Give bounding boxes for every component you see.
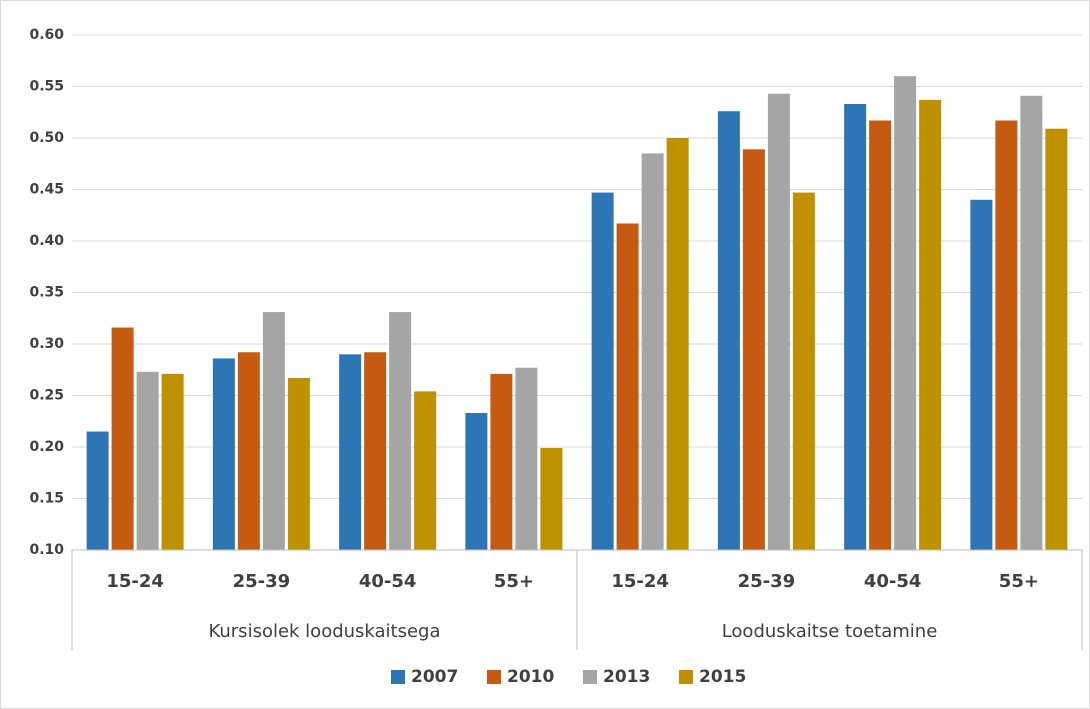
- bar: [1045, 128, 1068, 551]
- bar: [1020, 95, 1043, 551]
- y-tick-label: 0.50: [29, 130, 64, 146]
- y-tick-label: 0.30: [29, 336, 64, 352]
- y-tick-label: 0.20: [29, 439, 64, 455]
- x-tick-label: 25-39: [738, 571, 796, 592]
- y-tick-label: 0.10: [29, 542, 64, 558]
- x-tick-label: 55+: [494, 571, 534, 592]
- bar: [844, 104, 867, 550]
- bar: [212, 358, 235, 550]
- bar: [767, 93, 790, 551]
- x-tick-label: 25-39: [233, 571, 291, 592]
- x-tick-label: 40-54: [864, 571, 922, 592]
- bar: [641, 153, 664, 550]
- legend-swatch: [391, 670, 405, 684]
- bar: [666, 138, 689, 550]
- x-tick-label: 55+: [999, 571, 1039, 592]
- bar: [869, 120, 892, 551]
- bar: [389, 312, 412, 550]
- legend-swatch: [583, 670, 597, 684]
- bar: [792, 192, 815, 550]
- legend-label: 2007: [411, 667, 458, 687]
- bar: [919, 99, 942, 550]
- bar: [262, 312, 285, 550]
- y-tick-label: 0.45: [29, 182, 64, 198]
- y-tick-label: 0.40: [29, 233, 64, 249]
- bar: [111, 327, 134, 550]
- bar: [490, 373, 513, 550]
- bar: [287, 377, 310, 550]
- bar: [894, 76, 917, 550]
- x-tick-label: 40-54: [359, 571, 417, 592]
- legend-label: 2013: [603, 667, 650, 687]
- bar: [970, 199, 993, 551]
- bar: [414, 391, 437, 550]
- bar: [515, 367, 538, 550]
- bar: [717, 111, 740, 550]
- bar: [364, 352, 387, 550]
- bar: [237, 352, 260, 550]
- y-tick-label: 0.55: [29, 79, 64, 95]
- bar: [339, 354, 362, 550]
- legend-swatch: [679, 670, 693, 684]
- bar: [591, 192, 614, 550]
- group-label: Kursisolek looduskaitsega: [208, 621, 440, 642]
- bar: [995, 120, 1018, 551]
- bar: [86, 431, 109, 550]
- bar: [136, 371, 159, 550]
- y-tick-label: 0.25: [29, 388, 64, 404]
- y-tick-label: 0.15: [29, 491, 64, 507]
- x-tick-label: 15-24: [106, 571, 164, 592]
- bar: [161, 373, 184, 550]
- legend-label: 2015: [699, 667, 746, 687]
- bar: [465, 413, 488, 550]
- y-tick-label: 0.60: [29, 27, 64, 43]
- bar: [616, 223, 639, 551]
- y-tick-label: 0.35: [29, 285, 64, 301]
- legend-label: 2010: [507, 667, 554, 687]
- bar: [742, 149, 765, 550]
- bar: [540, 448, 563, 550]
- legend-swatch: [487, 670, 501, 684]
- x-tick-label: 15-24: [611, 571, 669, 592]
- group-label: Looduskaitse toetamine: [722, 621, 938, 642]
